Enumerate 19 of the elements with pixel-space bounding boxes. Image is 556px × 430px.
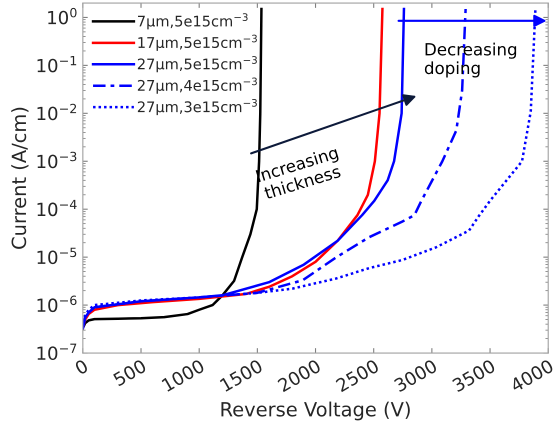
y-tick-label: 10$^{−2}$: [38, 104, 76, 120]
x-tick-label: 0: [74, 358, 89, 376]
annotation: Decreasing doping: [424, 42, 516, 78]
y-tick-label: 10$^{−6}$: [38, 296, 77, 312]
y-axis-title: Current (A/cm): [11, 108, 29, 249]
y-tick-label: 10$^{−7}$: [38, 344, 76, 360]
legend-label: 27μm,3e15cm$^{−3}$: [138, 98, 257, 116]
y-tick-label: 10$^{−1}$: [38, 56, 76, 72]
legend-label: 7μm,5e15cm$^{−3}$: [138, 13, 248, 30]
y-tick-label: 10$^{0}$: [48, 8, 77, 24]
legend-label: 27μm,4e15cm$^{−3}$: [138, 78, 257, 94]
legend-label: 17μm,5e15cm$^{−3}$: [138, 34, 257, 51]
y-tick-label: 10$^{−5}$: [38, 248, 76, 264]
y-tick-label: 10$^{−4}$: [38, 200, 77, 216]
x-tick-label: 4000: [509, 358, 554, 393]
legend-label: 27μm,5e15cm$^{−3}$: [138, 56, 257, 72]
y-tick-label: 10$^{−3}$: [38, 152, 76, 168]
x-axis-title: Reverse Voltage (V): [221, 402, 410, 420]
x-tick-label: 500: [112, 358, 147, 387]
